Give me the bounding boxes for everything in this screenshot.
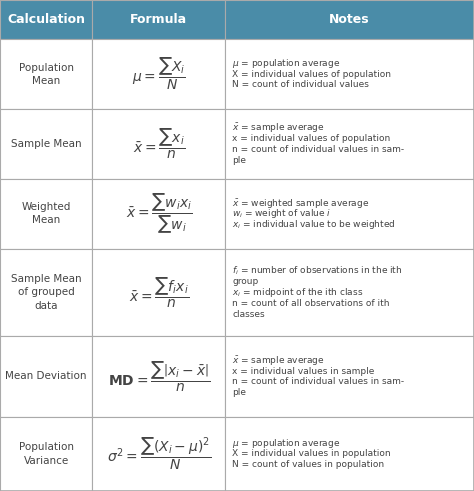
Text: $\bar{x}$ = weighted sample average: $\bar{x}$ = weighted sample average <box>232 196 370 210</box>
Text: $\bar{x}$ = sample average: $\bar{x}$ = sample average <box>232 121 325 135</box>
Bar <box>0 109 92 179</box>
Text: Calculation: Calculation <box>7 13 85 26</box>
Text: N = count of values in population: N = count of values in population <box>232 460 384 469</box>
Text: X = individual values of population: X = individual values of population <box>232 70 391 79</box>
Text: $\mathbf{MD} = \dfrac{\sum \left| x_i - \bar{x} \right|}{n}$: $\mathbf{MD} = \dfrac{\sum \left| x_i - … <box>108 359 210 394</box>
Bar <box>225 39 474 109</box>
Bar <box>92 39 225 109</box>
Bar <box>0 179 92 249</box>
Bar <box>225 179 474 249</box>
Text: Population
Variance: Population Variance <box>18 442 74 465</box>
Bar <box>92 109 225 179</box>
Bar <box>92 179 225 249</box>
Text: classes: classes <box>232 309 265 319</box>
Text: $\sigma^2 = \dfrac{\sum (X_i - \mu)^2}{N}$: $\sigma^2 = \dfrac{\sum (X_i - \mu)^2}{N… <box>107 436 211 472</box>
Bar <box>92 336 225 417</box>
Text: $\mu$ = population average: $\mu$ = population average <box>232 436 340 450</box>
Text: Population
Mean: Population Mean <box>18 62 74 86</box>
Text: $\bar{x}$ = sample average: $\bar{x}$ = sample average <box>232 354 325 367</box>
Text: Sample Mean: Sample Mean <box>11 139 82 149</box>
Bar <box>0 0 92 39</box>
Text: X = individual values in population: X = individual values in population <box>232 449 391 459</box>
Text: n = count of individual values in sam-: n = count of individual values in sam- <box>232 145 404 154</box>
Text: $\bar{x} = \dfrac{\sum x_i}{n}$: $\bar{x} = \dfrac{\sum x_i}{n}$ <box>133 127 185 161</box>
Text: x = individual values of population: x = individual values of population <box>232 134 391 143</box>
Text: $x_i$ = midpoint of the ith class: $x_i$ = midpoint of the ith class <box>232 286 364 299</box>
Bar <box>0 417 92 491</box>
Bar <box>0 336 92 417</box>
Bar <box>0 249 92 336</box>
Text: $\bar{x} = \dfrac{\sum f_i x_i}{n}$: $\bar{x} = \dfrac{\sum f_i x_i}{n}$ <box>129 275 189 310</box>
Bar <box>225 0 474 39</box>
Bar <box>92 0 225 39</box>
Text: Weighted
Mean: Weighted Mean <box>21 202 71 225</box>
Bar <box>225 109 474 179</box>
Bar <box>225 417 474 491</box>
Bar <box>225 336 474 417</box>
Text: $\mu$ = population average: $\mu$ = population average <box>232 57 340 70</box>
Text: group: group <box>232 277 258 286</box>
Text: Formula: Formula <box>130 13 187 26</box>
Bar <box>225 249 474 336</box>
Text: Notes: Notes <box>329 13 370 26</box>
Bar <box>0 39 92 109</box>
Text: $w_i$ = weight of value $i$: $w_i$ = weight of value $i$ <box>232 207 331 220</box>
Bar <box>92 417 225 491</box>
Text: n = count of individual values in sam-: n = count of individual values in sam- <box>232 378 404 386</box>
Text: Mean Deviation: Mean Deviation <box>6 371 87 382</box>
Text: $x_i$ = individual value to be weighted: $x_i$ = individual value to be weighted <box>232 218 396 231</box>
Bar <box>92 249 225 336</box>
Text: $\bar{x} = \dfrac{\sum w_i x_i}{\sum w_i}$: $\bar{x} = \dfrac{\sum w_i x_i}{\sum w_i… <box>126 192 192 236</box>
Text: N = count of individual values: N = count of individual values <box>232 81 369 89</box>
Text: $\mu = \dfrac{\sum X_i}{N}$: $\mu = \dfrac{\sum X_i}{N}$ <box>132 56 186 92</box>
Text: $f_i$ = number of observations in the ith: $f_i$ = number of observations in the it… <box>232 265 403 277</box>
Text: n = count of all observations of ith: n = count of all observations of ith <box>232 299 390 308</box>
Text: ple: ple <box>232 388 246 397</box>
Text: x = individual values in sample: x = individual values in sample <box>232 367 374 376</box>
Text: ple: ple <box>232 156 246 164</box>
Text: Sample Mean
of grouped
data: Sample Mean of grouped data <box>11 274 82 311</box>
